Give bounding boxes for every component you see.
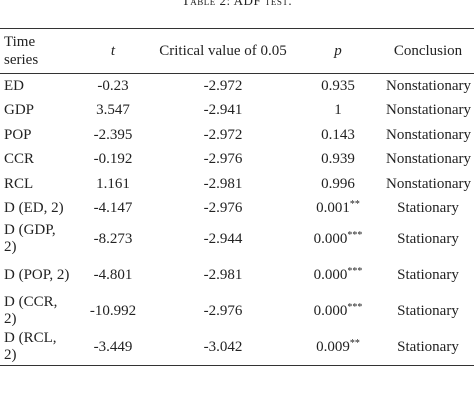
- table-cell: CCR: [4, 151, 35, 168]
- table-cell: Nonstationary: [386, 77, 471, 94]
- header-cell: p: [334, 43, 342, 59]
- table-cell: D (POP, 2): [4, 266, 70, 283]
- p-value: 0.935: [321, 77, 355, 94]
- significance-stars: ***: [347, 229, 363, 241]
- significance-stars: **: [349, 199, 360, 211]
- table-row: GDP 3.547 -2.941 1 Nonstationary: [0, 99, 474, 124]
- header-row: Time series t Critical value of 0.05 p Concl…: [0, 28, 474, 74]
- p-value-cell: 1: [294, 99, 382, 124]
- p-value-cell: 0.000***: [294, 293, 382, 329]
- significance-stars: ***: [347, 301, 363, 313]
- table-cell: -2.972: [203, 126, 243, 143]
- table-cell: Stationary: [397, 266, 459, 283]
- table-row: CCR -0.192 -2.976 0.939 Nonstationary: [0, 148, 474, 173]
- p-value-cell: 0.996: [294, 172, 382, 197]
- table-cell: -3.042: [203, 338, 243, 355]
- table-cell: D (RCL, 2): [4, 330, 57, 363]
- p-value-cell: 0.000***: [294, 257, 382, 293]
- p-value: 0.000: [313, 302, 348, 319]
- table-cell: -2.395: [93, 126, 133, 143]
- table-cell: Nonstationary: [386, 151, 471, 168]
- table-cell: -4.801: [93, 266, 133, 283]
- p-value-cell: 0.939: [294, 148, 382, 173]
- table-cell: Stationary: [397, 302, 459, 319]
- p-value: 0.939: [321, 151, 355, 168]
- p-value: 0.143: [321, 126, 355, 143]
- table-cell: POP: [4, 126, 32, 143]
- table-row: D (RCL, 2) -3.449 -3.042 0.009** Stationary: [0, 329, 474, 366]
- p-value-cell: 0.935: [294, 74, 382, 99]
- table-cell: -2.981: [203, 175, 243, 192]
- p-value: 0.996: [321, 175, 355, 192]
- table-cell: Nonstationary: [386, 126, 471, 143]
- table-header: Time series t Critical value of 0.05 p Concl…: [0, 28, 474, 74]
- table-cell: -2.981: [203, 266, 243, 283]
- table-cell: -2.944: [203, 230, 243, 247]
- table-row: RCL 1.161 -2.981 0.996 Nonstationary: [0, 172, 474, 197]
- p-value: 0.009: [316, 338, 350, 355]
- adf-table: Time series t Critical value of 0.05 p Concl…: [0, 28, 474, 366]
- p-value-cell: 0.143: [294, 123, 382, 148]
- significance-stars: ***: [347, 265, 363, 277]
- table-title: Table 2: ADF test.: [181, 0, 293, 8]
- table-cell: ED: [4, 77, 24, 94]
- header-cell: t: [110, 43, 116, 59]
- table-cell: GDP: [4, 102, 35, 119]
- p-value: 0.000: [313, 266, 348, 283]
- table-cell: -8.273: [93, 230, 133, 247]
- table-row: D (GDP, 2) -8.273 -2.944 0.000*** Stationary: [0, 221, 474, 257]
- table-row: D (POP, 2) -4.801 -2.981 0.000*** Stationary: [0, 257, 474, 293]
- table-cell: -2.976: [203, 151, 243, 168]
- table-cell: Stationary: [397, 200, 459, 217]
- table-cell: D (ED, 2): [4, 200, 64, 217]
- p-value-cell: 0.009**: [294, 329, 382, 366]
- header-cell: Time series: [4, 34, 39, 68]
- p-value: 1: [334, 102, 342, 119]
- table-cell: -2.976: [203, 302, 243, 319]
- table-cell: -2.941: [203, 102, 243, 119]
- table-cell: -0.192: [93, 151, 133, 168]
- table-cell: RCL: [4, 175, 34, 192]
- table-row: D (CCR, 2) -10.992 -2.976 0.000*** Stationar…: [0, 293, 474, 329]
- p-value-cell: 0.001**: [294, 197, 382, 222]
- table-body: ED -0.23 -2.972 0.935 Nonstationary GDP 3.547 -…: [0, 74, 474, 366]
- table-row: ED -0.23 -2.972 0.935 Nonstationary: [0, 74, 474, 99]
- table-row: POP -2.395 -2.972 0.143 Nonstationary: [0, 123, 474, 148]
- table-cell: D (GDP, 2): [4, 222, 56, 255]
- table-cell: Nonstationary: [386, 175, 471, 192]
- p-value: 0.001: [316, 200, 350, 217]
- header-cell: Critical value of 0.05: [159, 43, 287, 59]
- table-cell: D (CCR, 2): [4, 294, 58, 327]
- significance-stars: **: [349, 337, 360, 349]
- table-cell: Nonstationary: [386, 102, 471, 119]
- table-cell: -2.976: [203, 200, 243, 217]
- table-cell: -3.449: [93, 338, 133, 355]
- table-cell: -2.972: [203, 77, 243, 94]
- table-cell: -10.992: [89, 302, 137, 319]
- p-value: 0.000: [313, 230, 348, 247]
- header-cell: Conclusion: [393, 43, 463, 59]
- table-cell: -0.23: [97, 77, 129, 94]
- table-cell: -4.147: [93, 200, 133, 217]
- table-row: D (ED, 2) -4.147 -2.976 0.001** Stationary: [0, 197, 474, 222]
- p-value-cell: 0.000***: [294, 221, 382, 257]
- table-cell: 3.547: [96, 102, 130, 119]
- table-cell: Stationary: [397, 338, 459, 355]
- table-cell: 1.161: [96, 175, 130, 192]
- table-cell: Stationary: [397, 230, 459, 247]
